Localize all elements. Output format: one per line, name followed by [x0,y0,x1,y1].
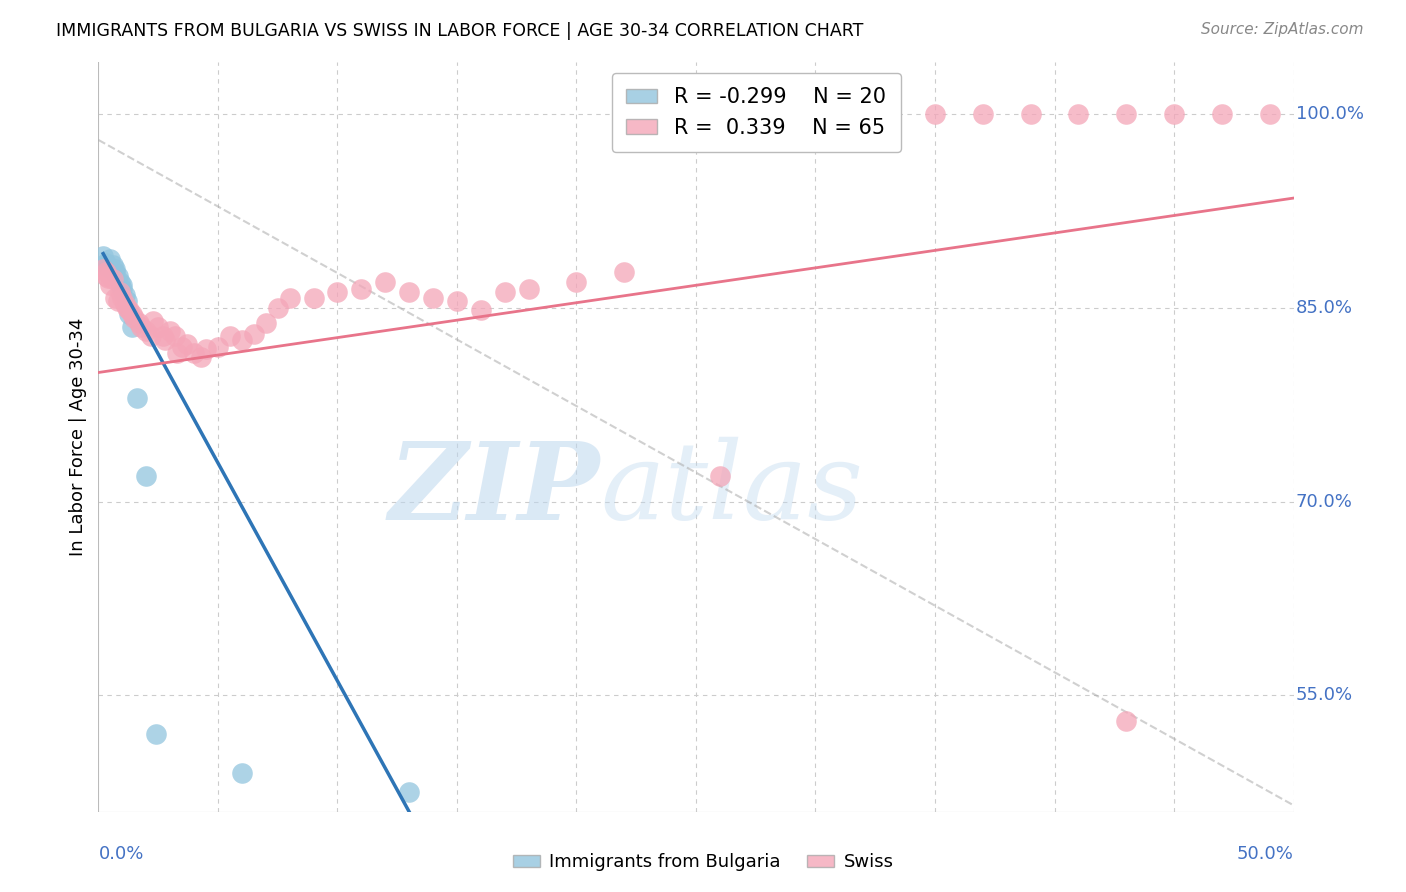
Point [118,307,141,321]
Point [155,333,177,347]
Text: 70.0%: 70.0% [1296,492,1353,511]
Point [101,272,124,286]
Text: ZIP: ZIP [389,436,600,542]
Legend: R = -0.299    N = 20, R =  0.339    N = 65: R = -0.299 N = 20, R = 0.339 N = 65 [612,73,901,153]
Point [104,262,127,277]
Y-axis label: In Labor Force | Age 30-34: In Labor Force | Age 30-34 [69,318,87,557]
Point [111,281,134,295]
Point [104,265,127,279]
Point [114,288,136,302]
Point [194,343,217,357]
Text: 0.0%: 0.0% [98,846,143,863]
Point [398,285,420,300]
Point [124,311,146,326]
Point [828,107,851,121]
Point [145,727,167,741]
Text: IMMIGRANTS FROM BULGARIA VS SWISS IN LABOR FORCE | AGE 30-34 CORRELATION CHART: IMMIGRANTS FROM BULGARIA VS SWISS IN LAB… [56,22,863,40]
Point [326,285,349,300]
Point [108,285,131,300]
Point [398,785,420,799]
Point [97,271,120,285]
Point [231,333,253,347]
Point [267,301,290,315]
Point [111,277,134,292]
Point [121,307,143,321]
Point [91,262,114,277]
Point [166,346,188,360]
Point [108,275,131,289]
Point [94,265,117,279]
Point [131,320,153,334]
Point [207,340,229,354]
Text: atlas: atlas [600,437,863,542]
Point [101,258,124,272]
Point [780,107,803,121]
Point [118,303,141,318]
Point [139,329,162,343]
Point [709,468,731,483]
Point [1115,714,1137,729]
Point [972,107,994,121]
Point [98,277,122,292]
Text: 55.0%: 55.0% [1296,687,1353,705]
Point [142,314,165,328]
Point [1067,107,1090,121]
Point [135,324,157,338]
Point [517,281,540,295]
Point [152,329,174,343]
Point [565,275,588,289]
Point [446,294,468,309]
Point [685,107,707,121]
Point [231,766,253,780]
Point [176,337,198,351]
Point [1019,107,1042,121]
Point [350,281,373,295]
Text: 100.0%: 100.0% [1296,105,1364,123]
Point [302,291,325,305]
Point [114,297,136,311]
Point [111,291,134,305]
Point [121,320,143,334]
Point [190,350,212,364]
Point [94,268,117,283]
Point [98,252,122,266]
Point [183,346,205,360]
Point [1258,107,1281,121]
Point [163,329,186,343]
Text: 85.0%: 85.0% [1296,299,1353,317]
Point [422,291,444,305]
Legend: Immigrants from Bulgaria, Swiss: Immigrants from Bulgaria, Swiss [505,847,901,879]
Point [254,317,277,331]
Point [94,255,117,269]
Point [148,320,170,334]
Point [494,285,516,300]
Point [1211,107,1233,121]
Point [470,303,492,318]
Point [1115,107,1137,121]
Point [159,324,181,338]
Point [924,107,946,121]
Text: Source: ZipAtlas.com: Source: ZipAtlas.com [1201,22,1364,37]
Text: 50.0%: 50.0% [1237,846,1294,863]
Point [219,329,242,343]
Point [876,107,898,121]
Point [115,301,138,315]
Point [613,265,636,279]
Point [115,294,138,309]
Point [243,326,266,341]
Point [172,340,194,354]
Point [1163,107,1185,121]
Point [278,291,301,305]
Point [733,107,755,121]
Point [128,317,150,331]
Point [107,294,129,309]
Point [135,468,157,483]
Point [374,275,396,289]
Point [91,249,114,263]
Point [125,392,148,406]
Point [107,268,129,283]
Point [97,260,120,274]
Point [104,291,127,305]
